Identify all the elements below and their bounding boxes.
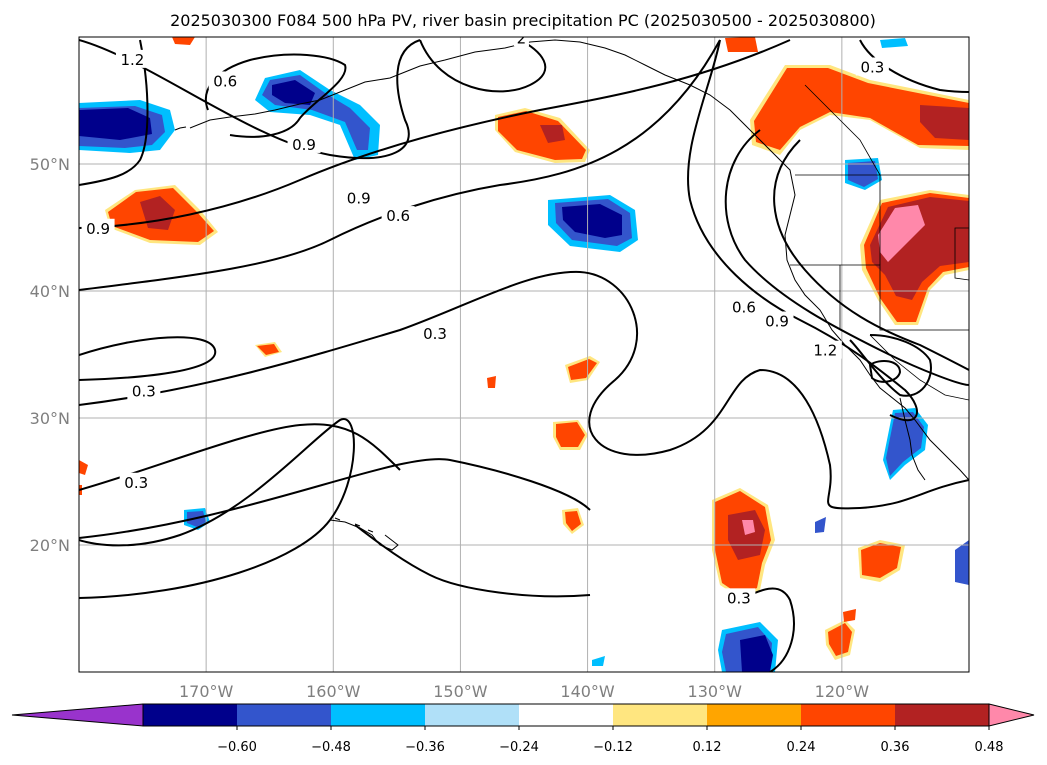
colorbar-label: 0.12	[693, 740, 722, 755]
lon-label: 130°W	[688, 682, 743, 701]
positive-anomaly-small	[79, 37, 905, 660]
colorbar-frame	[142, 703, 990, 727]
contour-label-bg	[119, 472, 153, 491]
contour-labels: 1.2 0.6 0.9 0.9 0.9 0.6 0.3 0.3 0.3 0.3 0.6 0.9 1.2 0…	[81, 29, 889, 607]
contour-label-bg	[127, 381, 161, 400]
contour-label: 0.3	[860, 58, 884, 76]
positive-anomaly-hawaii-east	[712, 488, 775, 598]
colorbar-label: −0.24	[499, 740, 539, 755]
colorbar-segment	[801, 704, 896, 726]
contour-label-bg	[115, 49, 149, 68]
contour-label: 1.2	[813, 342, 837, 360]
colorbar-label: −0.60	[217, 740, 257, 755]
colorbar-label: −0.36	[405, 740, 445, 755]
contour-label-bg	[418, 324, 452, 343]
contour-label: 0.6	[213, 72, 237, 90]
contour-label: 0.3	[727, 589, 751, 607]
longitude-labels: 170°W 160°W 150°W 140°W 130°W 120°W	[179, 682, 869, 701]
lat-label: 30°N	[30, 409, 70, 428]
contour-label: 0.9	[292, 136, 316, 154]
contour-label: 0.9	[765, 312, 789, 330]
lat-label: 40°N	[30, 282, 70, 301]
pv-contours	[79, 39, 969, 672]
lon-label: 170°W	[179, 682, 234, 701]
colorbar-label: −0.12	[593, 740, 633, 755]
contour-label-bg	[808, 340, 842, 359]
contour-label: 0.6	[386, 207, 410, 225]
political-borders	[790, 84, 969, 401]
contour-label: 0.3	[132, 382, 156, 400]
contour-label-bg	[342, 188, 376, 207]
contour-label-bg	[208, 71, 242, 90]
colorbar-segment	[895, 704, 990, 726]
latitude-labels: 50°N 40°N 30°N 20°N	[30, 155, 70, 555]
colorbar-label: −0.48	[311, 740, 351, 755]
colorbar-segment	[143, 704, 238, 726]
lon-label: 160°W	[306, 682, 361, 701]
contour-label-bg	[81, 218, 115, 237]
negative-anomaly-baja	[883, 408, 928, 480]
negative-anomaly-aleutian	[255, 70, 380, 160]
colorbar-extend-low	[11, 703, 144, 727]
map-frame	[78, 36, 970, 673]
colorbar-label: 0.24	[787, 740, 816, 755]
lat-label: 50°N	[30, 155, 70, 174]
contour-label: 0.9	[347, 189, 371, 207]
colorbar-segment	[613, 704, 708, 726]
negative-anomaly-nw-pacific	[79, 100, 175, 153]
colorbar-segment	[519, 704, 614, 726]
colorbar-segment	[237, 704, 332, 726]
contour-label: 0.9	[86, 220, 110, 238]
colorbar: −0.60 −0.48 −0.36 −0.24 −0.12 0.12 0.24 0.36 0.4…	[11, 703, 1035, 755]
contour-label-bg	[381, 206, 415, 225]
contour-label-bg	[855, 57, 889, 76]
contour-label: 0.6	[732, 299, 756, 317]
colorbar-segment	[425, 704, 520, 726]
contour-label: 2	[517, 29, 527, 47]
contour-label: 1.2	[120, 51, 144, 69]
colorbar-label: 0.48	[975, 740, 1004, 755]
lon-label: 140°W	[560, 682, 615, 701]
contour-label-bg	[760, 311, 794, 330]
contour-label-bg	[727, 297, 761, 316]
colorbar-extend-high	[988, 703, 1035, 727]
positive-anomaly-gulf	[495, 108, 590, 163]
negative-anomaly-central	[548, 195, 638, 252]
map-title: 2025030300 F084 500 hPa PV, river basin …	[170, 11, 876, 30]
lon-label: 150°W	[433, 682, 488, 701]
lon-label: 120°W	[815, 682, 870, 701]
contour-label-bg	[287, 134, 321, 153]
negative-anomaly-tropical	[184, 38, 969, 672]
contour-label-bg	[513, 37, 529, 47]
colorbar-segment	[331, 704, 426, 726]
contour-label-bg	[722, 588, 756, 607]
colorbar-segment	[707, 704, 802, 726]
contour-label: 0.3	[124, 474, 148, 492]
contour-label: 0.3	[423, 325, 447, 343]
map-panel: 1.2 0.6 0.9 0.9 0.9 0.6 0.3 0.3 0.3 0.3 0.6 0.9 1.2 0…	[78, 29, 970, 673]
lat-label: 20°N	[30, 536, 70, 555]
gridlines	[79, 37, 969, 672]
positive-anomaly-nw-coast	[750, 65, 969, 155]
colorbar-label: 0.36	[881, 740, 910, 755]
